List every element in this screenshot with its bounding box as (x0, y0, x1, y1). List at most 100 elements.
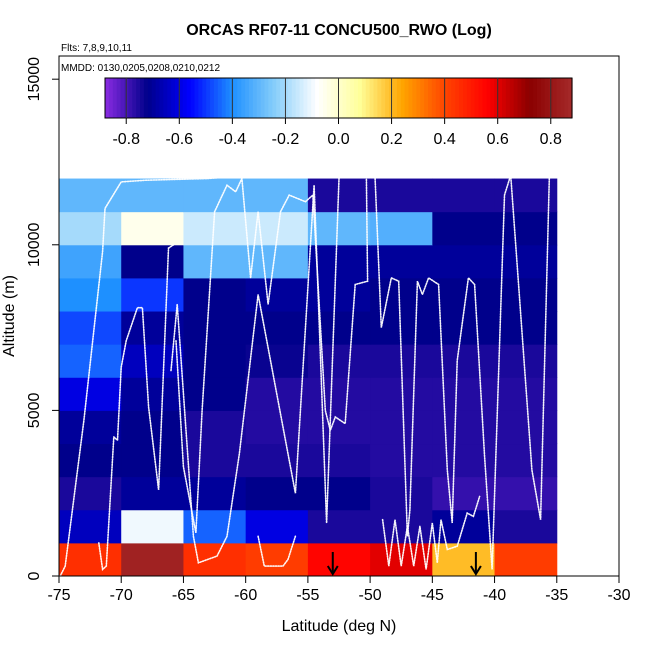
colorbar-tick-label: 0.0 (327, 131, 349, 148)
heatmap-cell (307, 542, 371, 576)
heatmap-cell (307, 509, 371, 544)
colorbar-segment (552, 78, 558, 118)
heatmap-cell (183, 311, 247, 345)
colorbar-segment (568, 78, 573, 118)
colorbar-segment (428, 78, 433, 118)
colorbar-segment (280, 78, 285, 118)
heatmap-cell (245, 178, 309, 213)
colorbar-segment (338, 78, 343, 118)
heatmap-cell (307, 476, 371, 511)
colorbar-segment (295, 78, 301, 118)
colorbar-segment (311, 78, 316, 118)
colorbar-segment (178, 78, 184, 118)
colorbar-segment (210, 78, 215, 118)
heatmap-cell (59, 178, 122, 213)
y-tick-label: 0 (26, 571, 43, 580)
heatmap-cell (432, 178, 496, 213)
colorbar-segment (143, 78, 149, 118)
colorbar-segment (392, 78, 398, 118)
arrow-head (470, 565, 482, 576)
colorbar-segment (330, 78, 336, 118)
colorbar-segment (544, 78, 550, 118)
colorbar-segment (498, 78, 503, 118)
colorbar-segment (408, 78, 414, 118)
heatmap-cell (432, 377, 496, 411)
heatmap-cell (183, 410, 247, 445)
colorbar-segment (533, 78, 538, 118)
colorbar-segment (159, 78, 164, 118)
colorbar-segment (105, 78, 110, 118)
heatmap-cell (121, 244, 184, 279)
heatmap-cell (245, 277, 309, 312)
flight-track (170, 177, 340, 564)
colorbar-segment (369, 78, 375, 118)
heatmap-cell (432, 311, 496, 345)
colorbar-segment (182, 78, 188, 118)
heatmap-cell (245, 542, 309, 576)
heatmap-cell (494, 311, 558, 345)
heatmap-cell (121, 476, 184, 511)
colorbar-segment (108, 78, 114, 118)
heatmap-cell (307, 377, 371, 411)
colorbar-segment (357, 78, 363, 118)
colorbar-segment (435, 78, 441, 118)
colorbar-segment (171, 78, 176, 118)
colorbar-segment (221, 78, 227, 118)
colorbar-tick-label: -0.4 (219, 131, 247, 148)
colorbar-segment (373, 78, 379, 118)
heatmap-cell (370, 476, 433, 511)
colorbar-segment (198, 78, 203, 118)
colorbar-segment (206, 78, 211, 118)
colorbar-segment (381, 78, 386, 118)
colorbar-tick-label: 0.6 (487, 131, 509, 148)
colorbar-segment (241, 78, 246, 118)
colorbar-segment (264, 78, 270, 118)
x-tick-label: -50 (359, 587, 382, 604)
colorbar-segment (256, 78, 262, 118)
colorbar-segment (132, 78, 137, 118)
colorbar-segment (225, 78, 231, 118)
flights-note: Flts: 7,8,9,10,11 (61, 43, 132, 54)
colorbar-segment (217, 78, 223, 118)
colorbar-segment (365, 78, 371, 118)
colorbar-tick-label: -0.2 (272, 131, 300, 148)
colorbar-segment (147, 78, 153, 118)
colorbar-segment (424, 78, 429, 118)
colorbar-segment (229, 78, 235, 118)
colorbar-segment (322, 78, 328, 118)
heatmap-cell (183, 244, 247, 279)
heatmap-cell (59, 377, 122, 411)
colorbar-segment (396, 78, 402, 118)
colorbar-segment (556, 78, 561, 118)
colorbar-segment (420, 78, 425, 118)
heatmap-cell (59, 244, 122, 279)
colorbar-segment (447, 78, 452, 118)
heatmap-cell (370, 244, 433, 279)
colorbar-segment (190, 78, 196, 118)
colorbar-segment (494, 78, 499, 118)
colorbar-segment (163, 78, 168, 118)
heatmap-cell (307, 344, 371, 378)
heatmap-cell (494, 211, 558, 246)
heatmap-cell (183, 277, 247, 312)
colorbar-segment (459, 78, 464, 118)
colorbar-segment (299, 78, 305, 118)
heatmap-cell (121, 178, 184, 213)
colorbar-segment (167, 78, 172, 118)
heatmap-cell (59, 476, 122, 511)
colorbar-segment (194, 78, 199, 118)
flight-track (381, 495, 481, 570)
plot-frame (58, 55, 620, 577)
y-tick-label: 10000 (26, 222, 43, 267)
heatmap-cell (494, 277, 558, 312)
colorbar-segment (276, 78, 281, 118)
colorbar-segment (455, 78, 460, 118)
heatmap-cell (121, 509, 184, 544)
heatmap-cell (307, 311, 371, 345)
colorbar-segment (521, 78, 526, 118)
dates-note: MMDD: 0130,0205,0208,0210,0212 (61, 63, 220, 74)
heatmap-cell (370, 509, 433, 544)
heatmap-cell (183, 344, 247, 378)
colorbar-segment (482, 78, 487, 118)
